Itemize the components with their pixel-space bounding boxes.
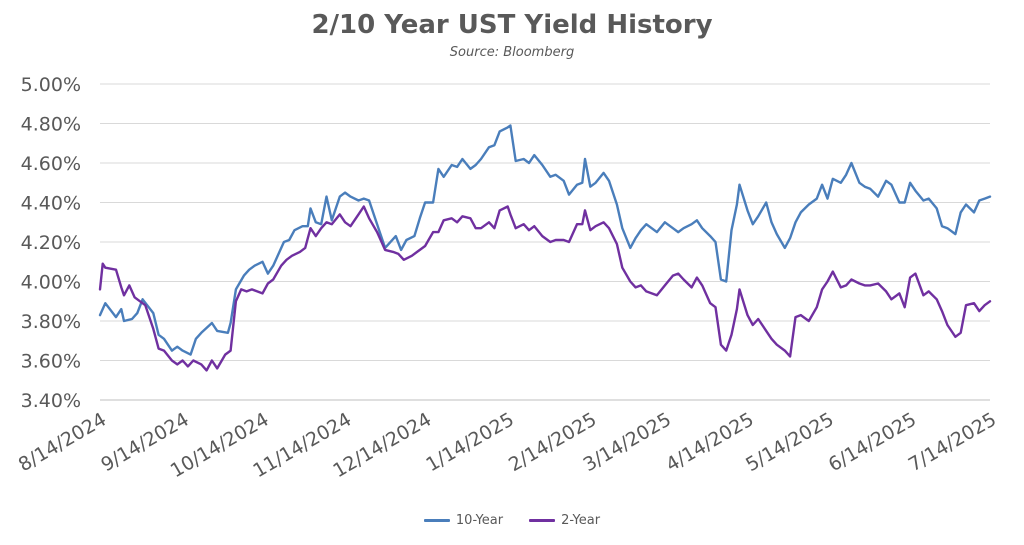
legend-label-10-year: 10-Year (455, 513, 504, 528)
x-tick-label: 4/14/2025 (662, 408, 757, 476)
x-tick-label: 6/14/2025 (825, 408, 920, 476)
y-tick-label: 4.60% (21, 153, 81, 175)
series-line-2-year (98, 205, 992, 372)
y-tick-label: 3.80% (21, 311, 81, 333)
y-tick-label: 4.80% (21, 114, 81, 136)
y-tick-label: 4.20% (21, 232, 81, 254)
legend-label-2-year: 2-Year (561, 513, 601, 528)
y-tick-label: 4.00% (21, 272, 81, 294)
chart-subtitle: Source: Bloomberg (449, 45, 575, 60)
legend-item-2-year: 2-Year (529, 513, 600, 528)
x-tick-label: 1/14/2025 (422, 408, 517, 476)
y-tick-label: 5.00% (21, 74, 81, 96)
legend-swatch-2-year (529, 519, 556, 522)
legend-item-10-year: 10-Year (423, 513, 504, 528)
y-tick-label: 3.60% (21, 351, 81, 373)
x-tick-label: 8/14/2024 (15, 408, 110, 476)
legend-swatch-10-year (423, 519, 450, 522)
chart-legend: 10-Year 2-Year (0, 513, 1024, 528)
chart-title: 2/10 Year UST Yield History (311, 10, 713, 40)
series-line-10-year (98, 124, 992, 356)
y-tick-label: 3.40% (21, 390, 81, 412)
y-tick-label: 4.40% (21, 193, 81, 215)
x-tick-label: 5/14/2025 (742, 408, 837, 476)
x-tick-label: 7/14/2025 (905, 408, 1000, 476)
